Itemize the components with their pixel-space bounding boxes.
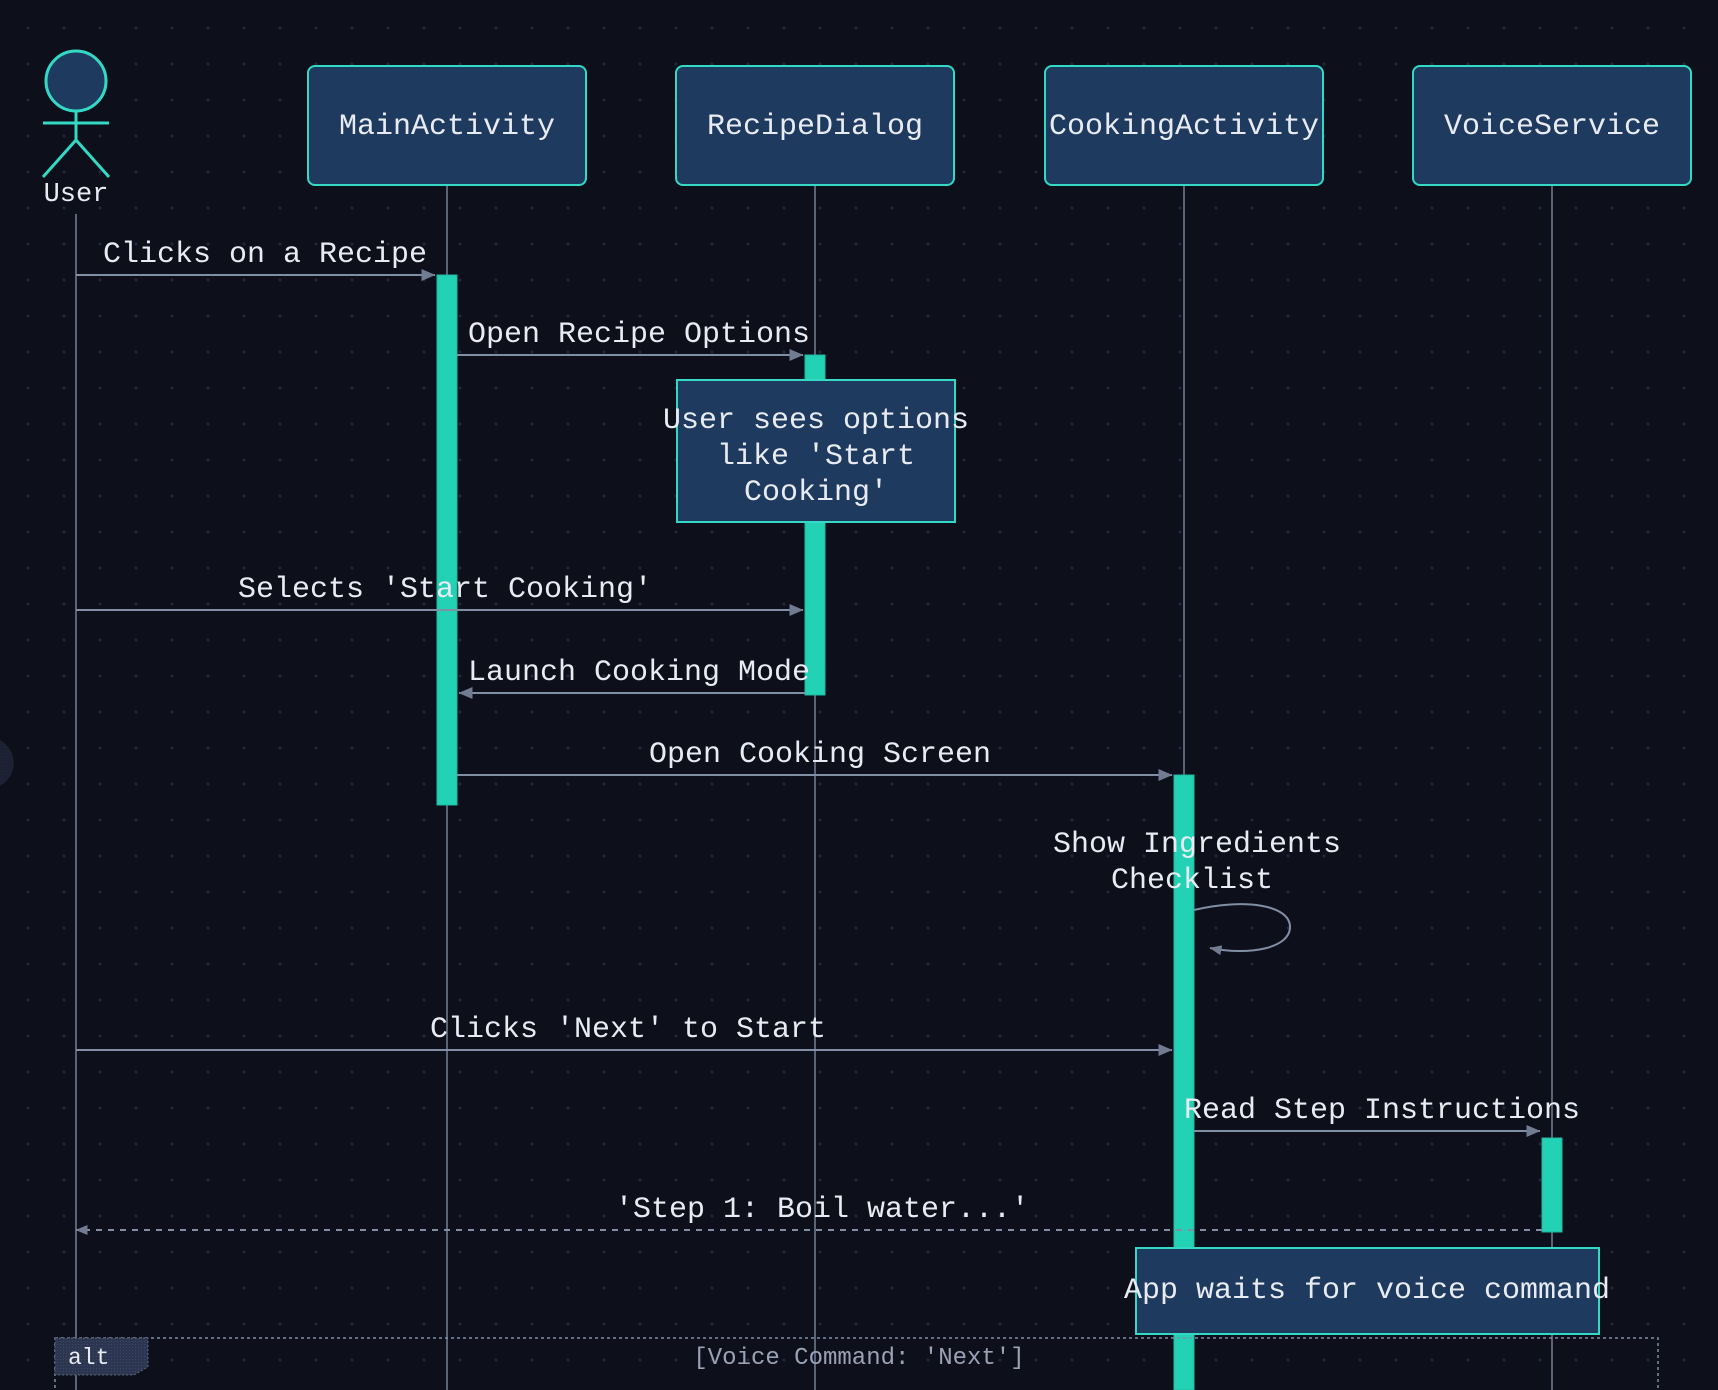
- svg-text:App waits for voice command: App waits for voice command: [1124, 1274, 1610, 1308]
- svg-text:'Step 1: Boil water...': 'Step 1: Boil water...': [615, 1193, 1029, 1227]
- svg-text:alt: alt: [68, 1345, 109, 1371]
- svg-text:Clicks on a Recipe: Clicks on a Recipe: [103, 238, 427, 272]
- svg-text:User sees options: User sees options: [663, 404, 969, 438]
- svg-text:CookingActivity: CookingActivity: [1049, 110, 1319, 144]
- svg-text:RecipeDialog: RecipeDialog: [707, 110, 923, 144]
- svg-text:Checklist: Checklist: [1111, 864, 1273, 898]
- svg-text:Clicks 'Next' to Start: Clicks 'Next' to Start: [430, 1013, 826, 1047]
- svg-text:VoiceService: VoiceService: [1444, 110, 1660, 144]
- svg-text:Open Cooking Screen: Open Cooking Screen: [649, 738, 991, 772]
- svg-text:Cooking': Cooking': [744, 476, 888, 510]
- svg-text:like 'Start: like 'Start: [717, 440, 915, 474]
- svg-text:Selects 'Start Cooking': Selects 'Start Cooking': [238, 573, 652, 607]
- svg-text:Read Step Instructions: Read Step Instructions: [1184, 1094, 1580, 1128]
- svg-text:Show Ingredients: Show Ingredients: [1053, 828, 1341, 862]
- svg-text:User: User: [44, 180, 109, 210]
- svg-text:Launch Cooking Mode: Launch Cooking Mode: [468, 656, 810, 690]
- svg-text:[Voice Command: 'Next']: [Voice Command: 'Next']: [693, 1345, 1024, 1372]
- svg-text:Open Recipe Options: Open Recipe Options: [468, 318, 810, 352]
- svg-text:MainActivity: MainActivity: [339, 110, 555, 144]
